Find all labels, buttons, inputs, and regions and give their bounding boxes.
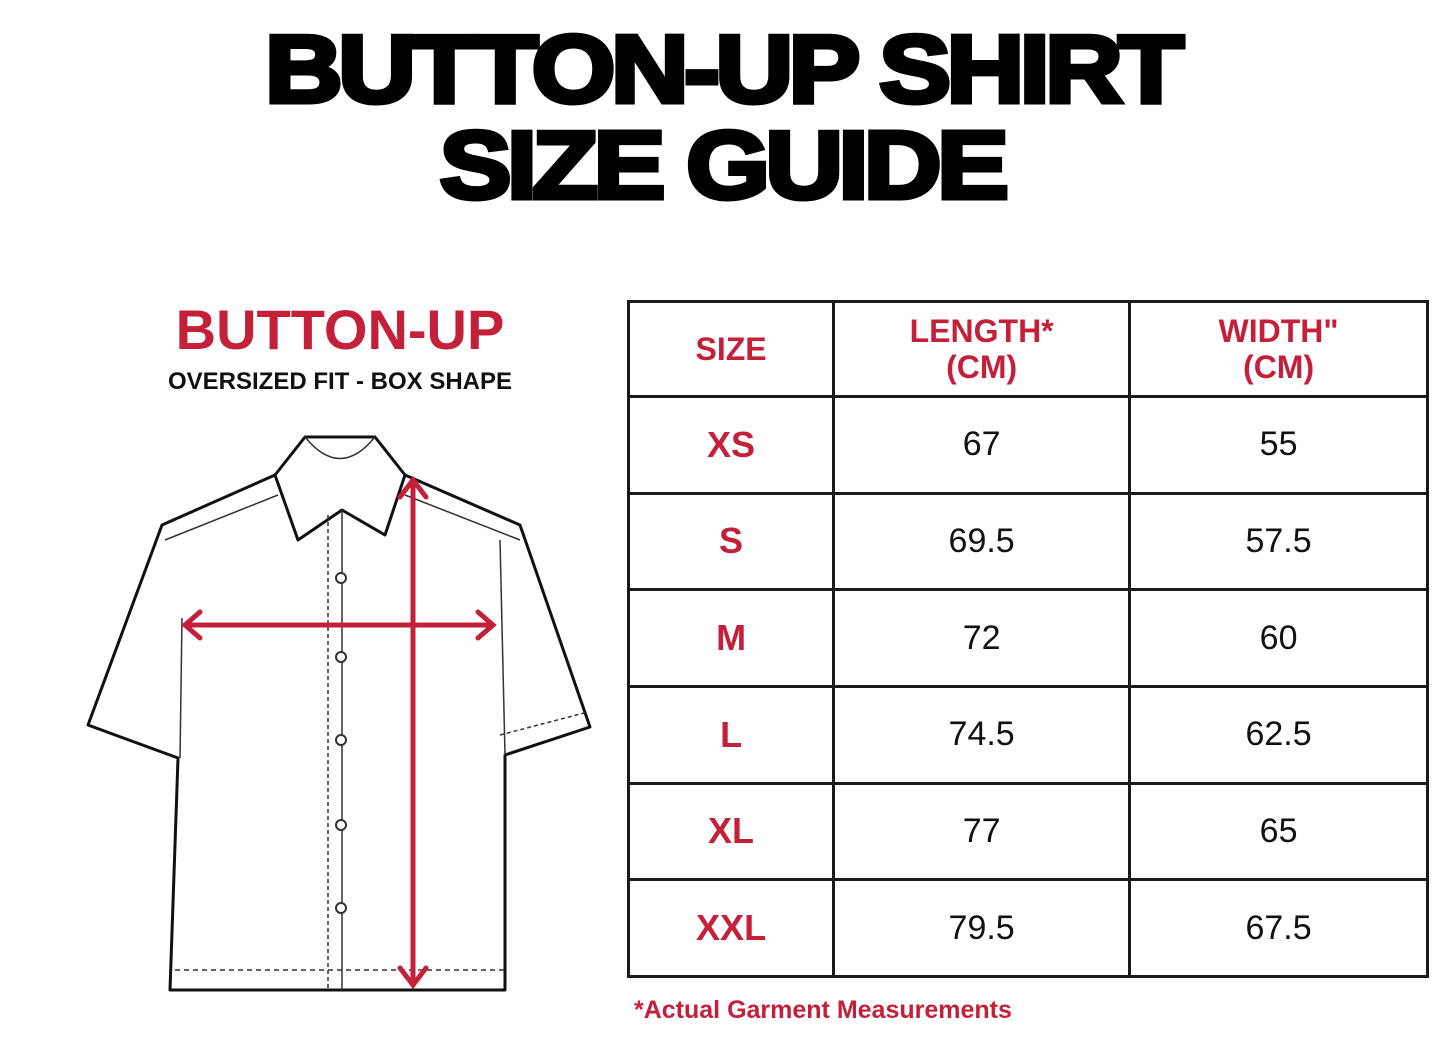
buttons	[335, 572, 347, 914]
cell-size: S	[626, 491, 836, 592]
shirt-body	[86, 473, 592, 992]
cell-size: XS	[626, 395, 836, 495]
table-row: XL 77 65	[626, 781, 1429, 882]
width-arrow	[181, 609, 497, 641]
header-size: SIZE	[626, 300, 836, 398]
cell-length: 72	[832, 588, 1132, 688]
cell-size: XL	[626, 781, 836, 882]
table-row: M 72 60	[626, 588, 1429, 688]
product-fit: OVERSIZED FIT - BOX SHAPE	[167, 368, 513, 395]
measurement-arrows	[181, 475, 497, 990]
header-length: LENGTH* (CM)	[832, 300, 1132, 398]
table-header-row: SIZE LENGTH* (CM) WIDTH" (CM)	[626, 300, 1429, 398]
cell-length: 69.5	[832, 491, 1132, 592]
shirt-diagram	[86, 435, 592, 992]
product-name: BUTTON-UP	[175, 298, 505, 361]
cell-width: 55	[1128, 395, 1429, 495]
cell-width: 65	[1128, 781, 1429, 882]
cell-width: 57.5	[1128, 491, 1429, 592]
footnote: *Actual Garment Measurements	[634, 996, 1012, 1024]
cell-length: 77	[832, 781, 1132, 882]
cell-width: 67.5	[1128, 878, 1429, 978]
page-title-line-2: SIZE GUIDE	[437, 112, 1012, 219]
cell-width: 62.5	[1128, 684, 1429, 785]
size-table: SIZE LENGTH* (CM) WIDTH" (CM) XS 67 55 S 69.5 5…	[626, 300, 1429, 978]
cell-length: 67	[832, 395, 1132, 495]
shirt-collar	[273, 435, 407, 542]
page-title-line-1: BUTTON-UP SHIRT	[262, 16, 1187, 123]
length-arrow	[397, 475, 429, 990]
cell-size: M	[626, 588, 836, 688]
table-row: L 74.5 62.5	[626, 684, 1429, 785]
table-row: XXL 79.5 67.5	[626, 878, 1429, 978]
cell-size: L	[626, 684, 836, 785]
table-row: XS 67 55	[626, 395, 1429, 495]
header-width: WIDTH" (CM)	[1128, 300, 1429, 398]
table-row: S 69.5 57.5	[626, 491, 1429, 592]
cell-length: 74.5	[832, 684, 1132, 785]
cell-length: 79.5	[832, 878, 1132, 978]
cell-size: XXL	[626, 878, 836, 978]
cell-width: 60	[1128, 588, 1429, 688]
